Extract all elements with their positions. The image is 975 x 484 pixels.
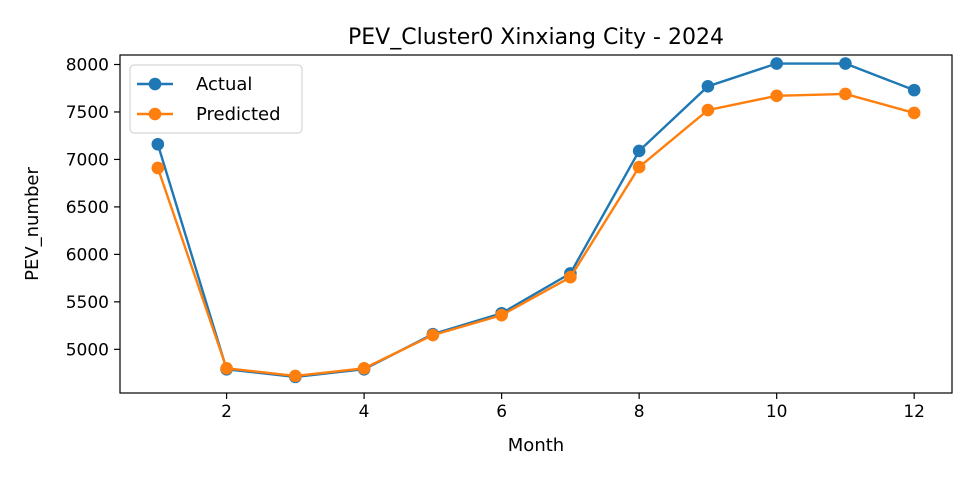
y-tick-label: 5000	[66, 340, 109, 360]
data-point	[495, 308, 508, 322]
y-tick-label: 8000	[66, 55, 109, 75]
x-tick-label: 4	[359, 402, 370, 422]
y-axis-label: PEV_number	[22, 167, 43, 281]
plot-area	[151, 57, 921, 384]
data-point	[564, 270, 577, 284]
data-point	[770, 57, 783, 70]
y-tick-label: 7000	[66, 150, 109, 170]
y-axis: 5000 5500 6000 6500 7000 7500 8000	[66, 55, 120, 360]
data-point	[907, 83, 921, 97]
series-line	[156, 92, 915, 378]
legend-label: Predicted	[196, 104, 281, 125]
plot-frame	[119, 54, 953, 394]
data-point	[632, 160, 646, 174]
y-tick-label: 6500	[66, 198, 109, 218]
data-point	[632, 144, 646, 158]
data-point	[770, 89, 783, 103]
x-tick-label: 6	[496, 402, 507, 422]
series-predicted	[151, 87, 921, 383]
legend-item-predicted: Predicted	[137, 104, 281, 125]
data-point	[426, 328, 440, 342]
y-tick-label: 7500	[66, 103, 109, 123]
data-point	[701, 103, 715, 117]
y-tick-label: 5500	[66, 293, 109, 313]
x-tick-label: 8	[634, 402, 645, 422]
legend-label: Actual	[196, 74, 252, 95]
chart-title: PEV_Cluster0 Xinxiang City - 2024	[348, 25, 724, 50]
x-tick-label: 10	[766, 402, 788, 422]
y-tick-label: 6000	[66, 245, 109, 265]
x-tick-label: 12	[903, 402, 925, 422]
x-axis: 2 4 6 8 10 12	[221, 393, 925, 422]
data-point	[839, 87, 852, 101]
data-point	[357, 362, 371, 375]
x-axis-label: Month	[508, 435, 564, 456]
legend-box	[129, 64, 303, 134]
data-point	[151, 137, 165, 151]
x-tick-label: 2	[221, 402, 232, 422]
data-point	[839, 57, 852, 70]
legend: Actual Predicted	[129, 64, 303, 134]
legend-item-actual: Actual	[137, 74, 252, 95]
data-point	[701, 80, 715, 93]
data-point	[151, 161, 165, 175]
legend-marker	[148, 77, 162, 91]
data-point	[289, 369, 302, 383]
data-point	[220, 362, 233, 375]
legend-marker	[148, 107, 162, 121]
data-point	[907, 106, 921, 120]
